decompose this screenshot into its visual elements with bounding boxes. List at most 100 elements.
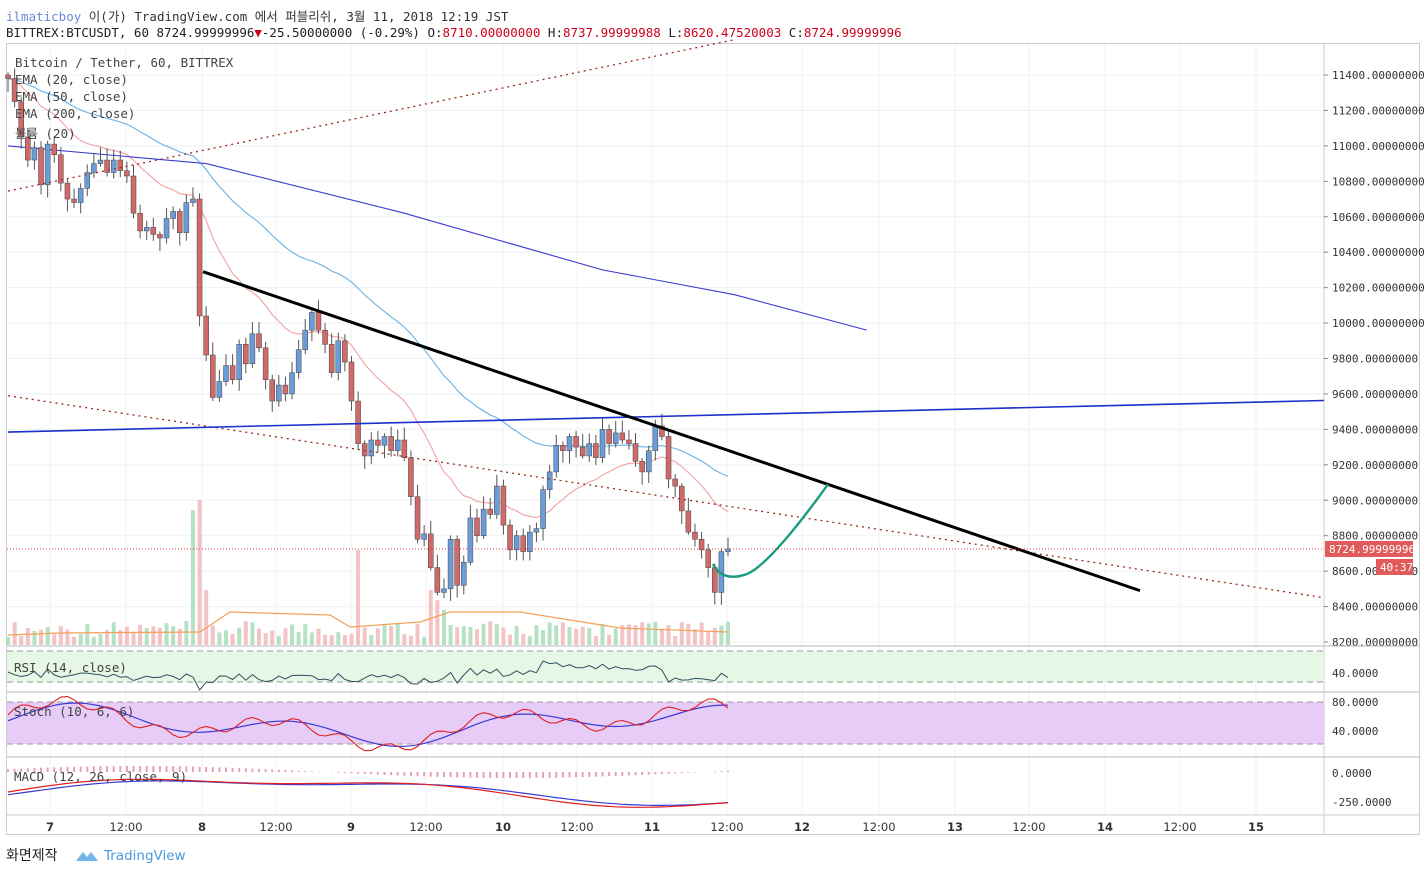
candle (573, 430, 579, 458)
volume-bar (19, 636, 24, 645)
volume-bar (237, 627, 242, 645)
stoch-label[interactable]: Stoch (10, 6, 6) (14, 704, 135, 719)
volume-bar (329, 635, 334, 645)
legend-ema20[interactable]: EMA (20, close) (15, 72, 128, 87)
time-tick-label: 9 (347, 820, 355, 834)
candle (441, 578, 447, 599)
candle-body (632, 443, 639, 462)
candle (507, 519, 513, 561)
volume-bar (151, 626, 156, 645)
candle-body (130, 175, 137, 214)
volume-bar (422, 636, 427, 645)
candle-body (685, 510, 692, 533)
candle-body (229, 365, 236, 381)
volume-bar (501, 627, 506, 645)
volume-bar (574, 628, 579, 645)
candle-body (494, 485, 500, 515)
candle (672, 474, 678, 498)
candle-body (124, 170, 130, 177)
volume-ma-line (7, 611, 729, 636)
legend-ema50[interactable]: EMA (50, close) (15, 89, 128, 104)
candle (685, 497, 692, 536)
candle-body (170, 211, 176, 219)
candle (210, 342, 216, 401)
candle-body (520, 535, 526, 552)
candle (401, 427, 408, 462)
volume-bar (699, 622, 704, 645)
volume-bar (389, 625, 394, 645)
candle (243, 337, 249, 374)
rsi-label[interactable]: RSI (14, close) (14, 660, 127, 675)
candle (434, 554, 441, 596)
change-value: -25.50000000 (-0.29%) (261, 25, 420, 40)
volume-bar (223, 630, 228, 645)
candle (309, 307, 315, 341)
candle-body (322, 329, 328, 345)
candle-body (262, 347, 269, 381)
volume-bar (144, 628, 149, 645)
symbol-label: BITTREX:BTCUSDT, 60 (6, 25, 149, 40)
time-tick-label: 12 (794, 820, 810, 834)
candle-body (309, 312, 315, 331)
candle (196, 193, 203, 327)
legend-ema200[interactable]: EMA (200, close) (15, 106, 136, 121)
volume-bar (197, 500, 202, 645)
volume-bar (45, 626, 50, 645)
author-link[interactable]: ilmaticboy (6, 9, 82, 24)
volume-bar (607, 634, 612, 645)
candle (322, 323, 328, 354)
candle (137, 204, 143, 239)
candle-body (692, 531, 698, 540)
volume-bar (290, 624, 295, 645)
volume-bar (415, 624, 420, 645)
candle-body (401, 439, 408, 458)
volume-bar (6, 637, 10, 645)
candle (190, 187, 196, 207)
candle (494, 474, 500, 520)
volume-bar (541, 630, 546, 645)
candle-body (606, 429, 612, 444)
volume-bar (402, 634, 407, 645)
volume-bar (633, 624, 638, 645)
price-tick-label: 8800.00000000 (1332, 530, 1418, 543)
volume-bar (276, 635, 281, 645)
chart-header-publish: ilmaticboy 이(가) TradingView.com 에서 퍼블리쉬,… (6, 6, 508, 25)
volume-bar (613, 628, 618, 645)
made-with-label: 화면제작 (6, 848, 58, 864)
candle-body (421, 533, 427, 540)
candle-body (619, 432, 626, 441)
candle (295, 339, 302, 379)
legend-volume[interactable]: 볼륨 (20) (15, 126, 76, 141)
candle (394, 429, 401, 457)
candle-body (533, 528, 540, 533)
candle (520, 528, 526, 561)
candle (533, 522, 540, 543)
price-tick-label: 8400.00000000 (1332, 601, 1418, 614)
candle-body (269, 379, 275, 402)
rsi-pane: 40.0000 (7, 650, 1378, 691)
low-value: 8620.47520003 (683, 25, 782, 40)
candle (546, 464, 553, 499)
candle (599, 418, 606, 463)
candle-body (77, 188, 84, 203)
candle (163, 208, 170, 244)
candle-body (143, 227, 150, 232)
candle (44, 140, 51, 198)
candle (461, 555, 467, 595)
candle-body (71, 198, 77, 203)
volume-bar (250, 622, 255, 645)
volume-bar (58, 626, 63, 645)
volume-bar (620, 625, 625, 645)
candle (414, 484, 421, 544)
ema200-line (7, 145, 867, 331)
candle (355, 391, 361, 450)
price-tick-label: 11400.00000000 (1332, 69, 1425, 82)
tradingview-brand[interactable]: TradingView (103, 848, 186, 864)
candle (170, 206, 176, 230)
volume-bar (65, 629, 70, 645)
volume-bar (395, 623, 400, 645)
volume-bar (210, 625, 215, 645)
candle-body (527, 531, 533, 552)
macd-label[interactable]: MACD (12, 26, close, 9) (14, 769, 188, 784)
